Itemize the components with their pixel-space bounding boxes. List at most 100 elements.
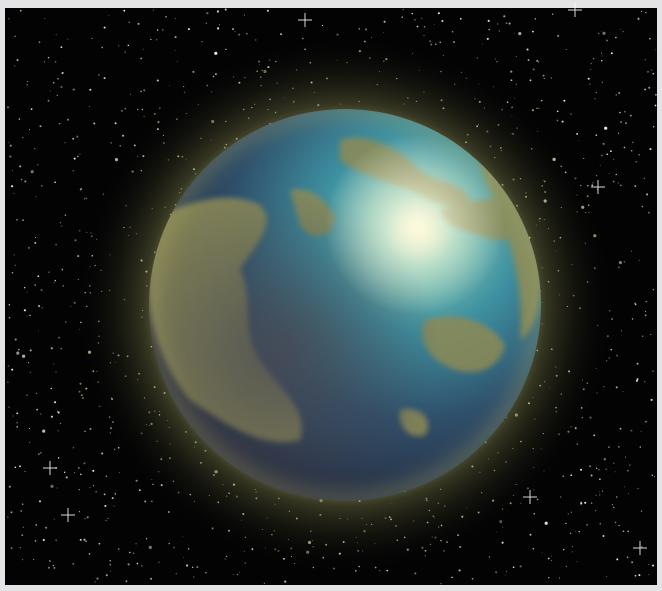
bright-star: [43, 461, 57, 475]
star: [36, 392, 38, 394]
star: [654, 93, 657, 96]
star: [601, 30, 602, 32]
star: [148, 545, 152, 550]
star: [634, 185, 637, 188]
star: [590, 68, 592, 71]
star: [16, 218, 18, 221]
star: [421, 17, 423, 19]
star: [569, 532, 572, 534]
star: [641, 545, 643, 548]
star: [11, 368, 14, 371]
star: [600, 59, 603, 62]
star: [65, 476, 68, 479]
star: [587, 184, 589, 187]
star: [640, 430, 642, 432]
star: [34, 540, 37, 542]
star: [44, 17, 46, 20]
star: [155, 39, 158, 41]
star: [618, 524, 620, 527]
star: [70, 305, 72, 307]
star: [7, 381, 9, 383]
star: [640, 510, 643, 512]
star: [20, 9, 22, 12]
star: [216, 10, 219, 13]
star: [196, 566, 199, 569]
star: [624, 486, 625, 488]
star: [136, 562, 139, 565]
star: [532, 30, 534, 33]
star: [140, 57, 143, 60]
star: [537, 61, 540, 63]
star: [598, 32, 600, 34]
star: [60, 85, 63, 89]
star: [91, 37, 93, 39]
star: [36, 408, 38, 411]
star: [93, 485, 95, 487]
star: [578, 140, 580, 142]
star: [650, 398, 653, 401]
star: [505, 571, 507, 573]
star: [571, 546, 574, 548]
star: [440, 583, 442, 585]
star: [536, 498, 539, 501]
star: [652, 72, 655, 75]
star: [206, 12, 209, 15]
star: [12, 415, 14, 417]
star: [57, 77, 59, 80]
star: [565, 522, 567, 525]
star: [54, 61, 57, 63]
star: [39, 125, 42, 128]
star: [58, 336, 60, 339]
star: [593, 58, 595, 60]
star: [118, 472, 120, 474]
star: [498, 30, 500, 32]
star: [47, 99, 50, 102]
star: [358, 28, 361, 30]
star: [651, 69, 653, 71]
star: [654, 104, 657, 107]
star: [19, 165, 22, 168]
star: [135, 543, 137, 545]
star: [16, 426, 18, 428]
star: [49, 560, 51, 562]
star: [11, 185, 14, 188]
star: [191, 566, 194, 568]
star: [168, 542, 170, 545]
star: [8, 18, 10, 20]
star: [652, 125, 655, 128]
star: [167, 511, 170, 513]
star: [45, 526, 48, 529]
star: [643, 177, 645, 179]
star: [471, 578, 474, 580]
star: [14, 65, 16, 67]
star: [532, 548, 535, 550]
star: [127, 44, 130, 47]
star: [60, 46, 63, 49]
star: [132, 552, 135, 555]
star: [631, 561, 633, 564]
star: [402, 8, 404, 11]
star: [16, 351, 20, 355]
star: [561, 120, 564, 123]
star: [53, 281, 55, 283]
star: [141, 108, 144, 111]
star: [512, 566, 515, 569]
star: [635, 160, 638, 163]
star: [505, 22, 508, 25]
star: [89, 106, 91, 108]
star: [61, 268, 63, 270]
star: [8, 406, 10, 408]
star: [637, 487, 639, 490]
star: [78, 511, 80, 513]
star: [644, 59, 646, 61]
star: [648, 564, 650, 565]
star: [513, 32, 515, 34]
star: [532, 68, 535, 71]
star: [414, 572, 417, 575]
star: [7, 516, 9, 518]
star: [617, 182, 619, 184]
star: [40, 452, 42, 454]
star: [631, 150, 633, 152]
star: [143, 48, 145, 50]
star: [72, 563, 74, 565]
